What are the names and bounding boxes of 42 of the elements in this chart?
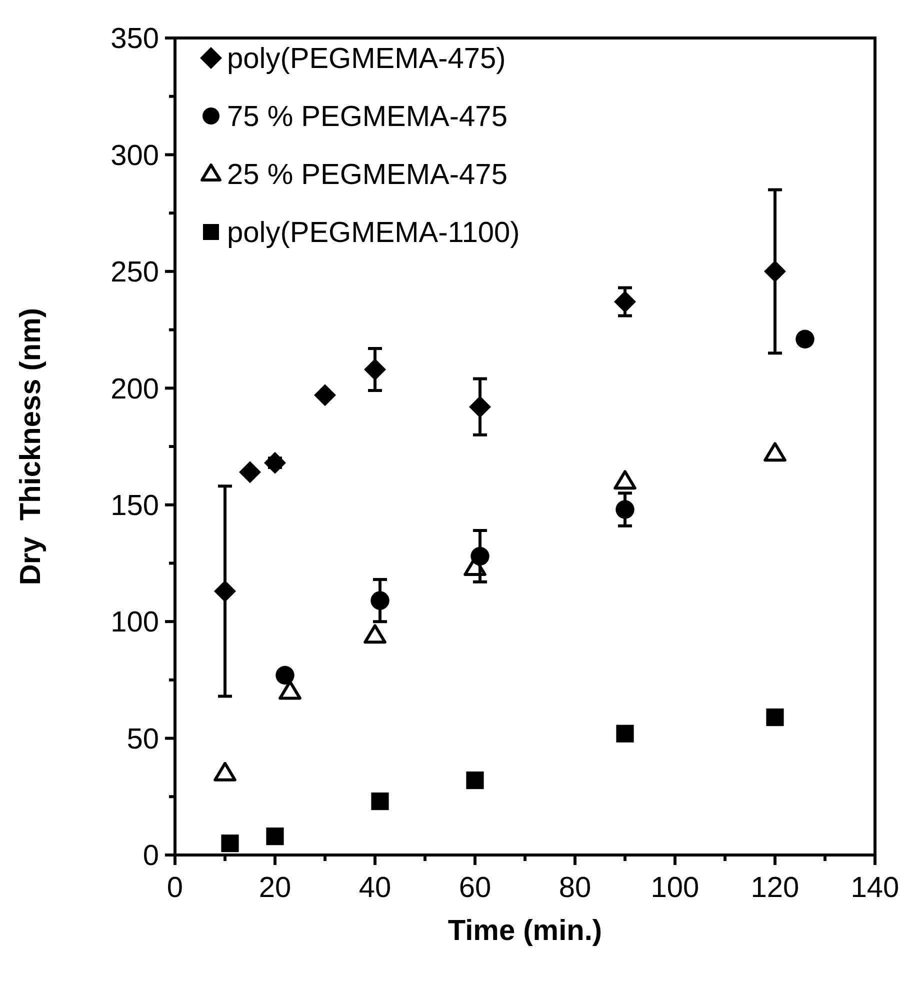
x-tick-label: 100 — [650, 872, 700, 904]
x-tick-label: 60 — [458, 872, 492, 904]
point — [314, 384, 336, 406]
point — [616, 724, 634, 742]
point — [614, 470, 636, 490]
point — [766, 708, 784, 726]
x-tick-label: 140 — [850, 872, 900, 904]
x-axis-title: Time (min.) — [448, 915, 602, 947]
point — [616, 500, 634, 519]
legend-label: 75 % PEGMEMA-475 — [227, 101, 508, 134]
y-tick-label: 250 — [110, 256, 159, 289]
point — [370, 591, 390, 610]
point — [371, 792, 389, 810]
point — [796, 330, 814, 348]
y-tick-label: 100 — [110, 606, 159, 639]
x-tick-label: 0 — [166, 872, 184, 904]
point — [239, 461, 261, 484]
point — [466, 772, 484, 790]
y-tick-label: 200 — [110, 373, 159, 406]
point — [614, 290, 636, 313]
point — [276, 666, 294, 685]
point — [764, 260, 786, 282]
point — [469, 396, 491, 418]
x-tick-label: 40 — [358, 872, 392, 904]
y-tick-label: 50 — [126, 723, 159, 756]
y-tick-label: 0 — [142, 840, 159, 872]
y-axis-title: Dry Thickness (nm) — [15, 308, 47, 586]
x-tick-label: 20 — [258, 872, 292, 904]
point — [764, 442, 786, 462]
x-tick-label: 80 — [558, 872, 592, 904]
y-tick-label: 350 — [110, 23, 159, 56]
y-tick-label: 300 — [110, 140, 159, 172]
point — [264, 452, 286, 474]
point — [221, 834, 239, 852]
point — [266, 828, 284, 846]
legend-label: poly(PEGMEMA-1100) — [227, 217, 520, 250]
point — [214, 580, 236, 602]
legend-label: 25 % PEGMEMA-475 — [227, 159, 508, 192]
legend-label: poly(PEGMEMA-475) — [227, 43, 506, 76]
x-tick-label: 120 — [750, 872, 800, 904]
y-tick-label: 150 — [110, 490, 159, 522]
point — [364, 358, 386, 380]
